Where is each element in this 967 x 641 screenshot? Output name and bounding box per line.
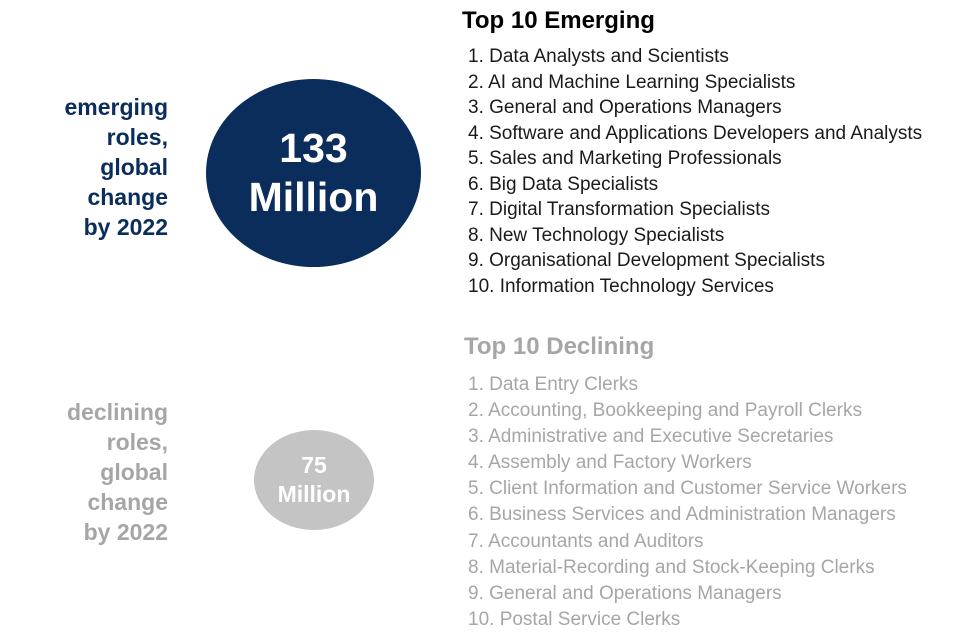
declining-roles-list: 1. Data Entry Clerks 2. Accounting, Book…	[468, 372, 907, 633]
list-item: 2. Accounting, Bookkeeping and Payroll C…	[468, 400, 862, 422]
list-item: 3. Administrative and Executive Secretar…	[468, 426, 834, 448]
declining-count-number: 75	[301, 452, 327, 478]
declining-label-line: global	[100, 459, 168, 485]
list-item: 4. Software and Applications Developers …	[468, 122, 923, 144]
list-item: 1. Data Analysts and Scientists	[468, 46, 729, 67]
list-item: 7. Accountants and Auditors	[468, 530, 704, 552]
list-item: 1. Data Entry Clerks	[468, 374, 638, 395]
list-item: 5. Sales and Marketing Professionals	[468, 148, 782, 169]
declining-count-unit: Million	[277, 481, 351, 507]
list-item: 5. Client Information and Customer Servi…	[468, 478, 907, 500]
list-item: 9. Organisational Development Specialist…	[468, 250, 825, 271]
emerging-label-line: by 2022	[83, 214, 168, 240]
emerging-count-unit: Million	[248, 174, 379, 220]
list-item: 8. New Technology Specialists	[468, 224, 725, 246]
list-item: 10. Information Technology Services	[468, 275, 774, 297]
emerging-label-line: global	[100, 154, 168, 180]
declining-label-line: roles,	[106, 429, 168, 455]
list-item: 9. General and Operations Managers	[468, 582, 782, 604]
emerging-label-line: roles,	[106, 124, 168, 150]
declining-label-line: by 2022	[83, 519, 168, 545]
declining-count-circle: 75 Million	[254, 430, 374, 530]
emerging-roles-list: 1. Data Analysts and Scientists 2. AI an…	[468, 44, 922, 299]
emerging-label-line: emerging	[64, 94, 168, 120]
declining-roles-label: declining roles, global change by 2022	[67, 397, 168, 547]
list-item: 7. Digital Transformation Specialists	[468, 199, 771, 220]
list-item: 6. Business Services and Administration …	[468, 504, 896, 526]
list-item: 10. Postal Service Clerks	[468, 608, 681, 630]
declining-list-title: Top 10 Declining	[464, 333, 655, 360]
list-item: 8. Material-Recording and Stock-Keeping …	[468, 556, 875, 578]
emerging-roles-label: emerging roles, global change by 2022	[64, 92, 168, 242]
declining-label-line: change	[87, 489, 168, 515]
emerging-list-title: Top 10 Emerging	[462, 7, 655, 34]
list-item: 3. General and Operations Managers	[468, 97, 782, 118]
list-item: 6. Big Data Specialists	[468, 173, 659, 195]
emerging-label-line: change	[87, 184, 168, 210]
list-item: 4. Assembly and Factory Workers	[468, 452, 752, 474]
declining-label-line: declining	[67, 399, 168, 425]
emerging-count-number: 133	[279, 125, 348, 171]
list-item: 2. AI and Machine Learning Specialists	[468, 71, 796, 93]
emerging-count-circle: 133 Million	[206, 79, 421, 267]
